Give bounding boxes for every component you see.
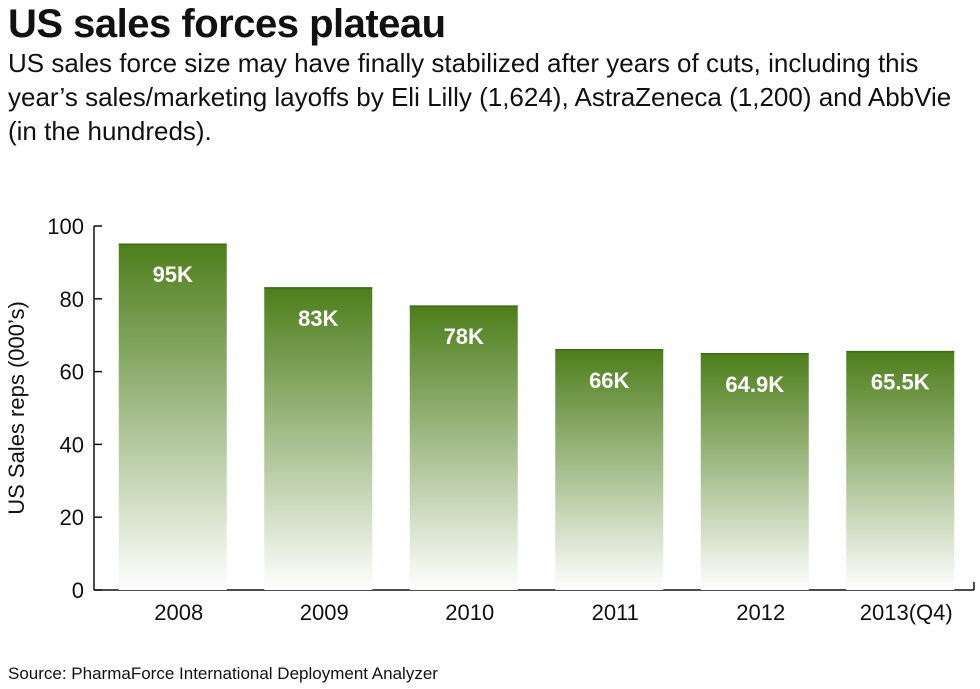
bar-value-label: 66K	[589, 368, 629, 393]
bars: 95K 83K 78K 66K 64.9K 65.5K	[118, 243, 955, 590]
bar-2008	[118, 244, 227, 590]
y-tick-label: 0	[72, 578, 84, 603]
chart-subtitle: US sales force size may have finally sta…	[8, 48, 952, 146]
bar-2012	[700, 353, 809, 590]
x-tick-label: 2012	[736, 600, 785, 625]
bar-2013(Q4)	[846, 351, 955, 590]
bar-chart: 0 20 40 60 80 100 2008 2009 2010 2011 2012 2013(Q4)…	[4, 214, 975, 625]
y-axis-title: US Sales reps (000’s)	[4, 301, 29, 515]
bar-2010	[409, 306, 518, 590]
x-tick-label: 2011	[592, 600, 639, 625]
y-tick-label: 40	[60, 432, 84, 457]
bar-value-label: 95K	[153, 262, 193, 287]
bar-2009	[264, 287, 373, 590]
bar-2011	[555, 349, 664, 590]
y-tick-label: 20	[60, 505, 84, 530]
bar-value-label: 83K	[298, 306, 338, 331]
x-tick-label: 2009	[300, 600, 349, 625]
source-note: Source: PharmaForce International Deploy…	[8, 664, 438, 683]
chart-title: US sales forces plateau	[8, 2, 446, 46]
bar-value-label: 64.9K	[725, 372, 784, 397]
x-tick-label: 2010	[445, 600, 494, 625]
y-tick-label: 60	[60, 360, 84, 385]
y-tick-label: 80	[60, 287, 84, 312]
x-tick-label: 2008	[154, 600, 203, 625]
y-tick-label: 100	[47, 214, 84, 239]
x-tick-label: 2013(Q4)	[860, 600, 953, 625]
bar-value-label: 78K	[444, 324, 484, 349]
axes: 0 20 40 60 80 100 2008 2009 2010 2011 2012 2013(Q4)	[47, 214, 975, 625]
bar-value-label: 65.5K	[871, 370, 930, 395]
